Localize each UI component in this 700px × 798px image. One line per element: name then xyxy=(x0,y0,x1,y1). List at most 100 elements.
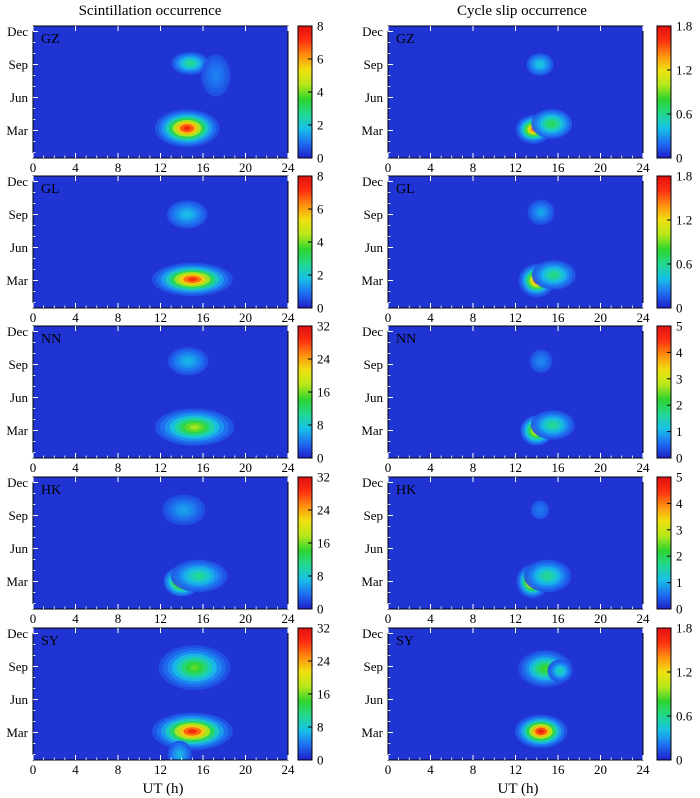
colorbar-tick-label: 1 xyxy=(676,424,683,439)
colorbar-tick-label: 32 xyxy=(317,319,330,334)
x-tick-label: 24 xyxy=(282,762,296,777)
x-axis-label-right: UT (h) xyxy=(498,781,539,797)
x-tick-label: 24 xyxy=(282,460,296,475)
colorbar-tick-label: 0 xyxy=(676,451,683,466)
station-label: NN xyxy=(41,332,61,347)
colorbar-tick-label: 24 xyxy=(317,654,331,669)
x-tick-label: 0 xyxy=(30,310,37,325)
y-tick-label: Sep xyxy=(364,508,384,523)
y-tick-label: Dec xyxy=(7,626,28,641)
x-tick-label: 0 xyxy=(385,160,392,175)
y-tick-label: Jun xyxy=(10,692,29,707)
station-label: GZ xyxy=(41,32,60,47)
heatmap-cell-1-8 xyxy=(544,573,551,579)
colorbar-tick-label: 1.2 xyxy=(676,665,692,680)
x-tick-label: 16 xyxy=(552,762,566,777)
x-tick-label: 16 xyxy=(552,611,566,626)
y-tick-label: Dec xyxy=(362,324,383,339)
y-tick-label: Jun xyxy=(365,240,384,255)
x-tick-label: 16 xyxy=(197,611,211,626)
colorbar xyxy=(656,25,672,159)
heatmap-cell-2-8 xyxy=(180,507,188,513)
heatmap-cell-2-8 xyxy=(537,62,543,67)
colorbar-tick-label: 4 xyxy=(676,496,683,511)
y-tick-label: Mar xyxy=(6,423,28,438)
y-tick-label: Sep xyxy=(9,508,29,523)
x-tick-label: 24 xyxy=(282,310,296,325)
y-tick-label: Dec xyxy=(362,174,383,189)
y-tick-label: Mar xyxy=(6,273,28,288)
y-tick-label: Dec xyxy=(362,24,383,39)
colorbar-tick-label: 3 xyxy=(676,522,683,537)
heatmap-cell-2-8 xyxy=(538,358,544,364)
y-tick-label: Mar xyxy=(361,423,383,438)
heatmap-field xyxy=(155,347,234,446)
y-tick-label: Jun xyxy=(10,390,29,405)
x-tick-label: 8 xyxy=(470,762,477,777)
x-tick-label: 4 xyxy=(427,762,434,777)
y-tick-label: Mar xyxy=(361,574,383,589)
colorbar-tick-label: 5 xyxy=(676,470,683,485)
colorbar-tick-label: 0 xyxy=(676,301,683,316)
y-tick-label: Jun xyxy=(365,541,384,556)
station-label: HK xyxy=(396,483,416,498)
colorbar-tick-label: 6 xyxy=(317,202,324,217)
y-tick-label: Dec xyxy=(7,174,28,189)
x-tick-label: 16 xyxy=(552,310,566,325)
x-tick-label: 20 xyxy=(594,310,607,325)
colorbar-tick-label: 2 xyxy=(317,118,324,133)
x-tick-label: 4 xyxy=(72,611,79,626)
y-tick-label: Sep xyxy=(9,57,29,72)
station-label: GZ xyxy=(396,32,415,47)
x-tick-label: 24 xyxy=(637,611,651,626)
station-label: SY xyxy=(41,634,59,649)
colorbar-tick-label: 8 xyxy=(317,418,324,433)
colorbar-tick-label: 0.6 xyxy=(676,107,693,122)
colorbar-tick-label: 0 xyxy=(676,602,683,617)
heatmap-cell-1-8 xyxy=(194,573,203,579)
heatmap-background xyxy=(388,26,643,158)
x-tick-label: 24 xyxy=(637,762,651,777)
station-label: GL xyxy=(41,182,60,197)
x-tick-label: 16 xyxy=(197,762,211,777)
heatmap-background xyxy=(388,628,643,760)
heatmap-cell-2-8 xyxy=(212,71,219,80)
x-tick-label: 20 xyxy=(594,762,607,777)
station-label: SY xyxy=(396,634,414,649)
x-tick-label: 20 xyxy=(594,460,607,475)
x-tick-label: 0 xyxy=(30,160,37,175)
x-tick-label: 12 xyxy=(509,762,522,777)
x-tick-label: 12 xyxy=(509,460,522,475)
heatmap-background xyxy=(33,326,288,458)
y-tick-label: Mar xyxy=(361,273,383,288)
panel-sy-scintillation: SY 0 4 8 12 16 20 24 Mar Jun Sep Dec 0 8 16 24 32 xyxy=(6,621,330,778)
x-tick-label: 12 xyxy=(154,160,167,175)
colorbar-tick-label: 0 xyxy=(676,151,683,166)
heatmap-cell-0-8 xyxy=(183,126,191,131)
x-tick-label: 4 xyxy=(72,310,79,325)
x-tick-label: 24 xyxy=(637,160,651,175)
colorbar-tick-label: 0 xyxy=(317,602,324,617)
x-tick-label: 12 xyxy=(154,460,167,475)
panel-nn-scintillation: NN 0 4 8 12 16 20 24 Mar Jun Sep Dec 0 8 16 24 32 xyxy=(6,319,330,476)
y-tick-label: Mar xyxy=(6,725,28,740)
x-axis-label-left: UT (h) xyxy=(143,781,184,797)
heatmap-cell-1-8 xyxy=(541,666,549,672)
colorbar-tick-label: 1.8 xyxy=(676,169,692,184)
heatmap-cell-1-8 xyxy=(190,664,199,671)
heatmap-field xyxy=(516,500,571,599)
x-tick-label: 4 xyxy=(427,160,434,175)
x-tick-label: 16 xyxy=(197,160,211,175)
x-tick-label: 0 xyxy=(385,611,392,626)
x-tick-label: 12 xyxy=(154,611,167,626)
x-tick-label: 8 xyxy=(115,460,122,475)
heatmap-field xyxy=(520,349,575,446)
x-tick-label: 8 xyxy=(470,160,477,175)
x-tick-label: 20 xyxy=(239,160,252,175)
x-tick-label: 16 xyxy=(197,460,211,475)
x-tick-label: 16 xyxy=(552,460,566,475)
colorbar-tick-label: 0 xyxy=(317,753,324,768)
column-title-cycle-slip: Cycle slip occurrence xyxy=(457,3,587,19)
